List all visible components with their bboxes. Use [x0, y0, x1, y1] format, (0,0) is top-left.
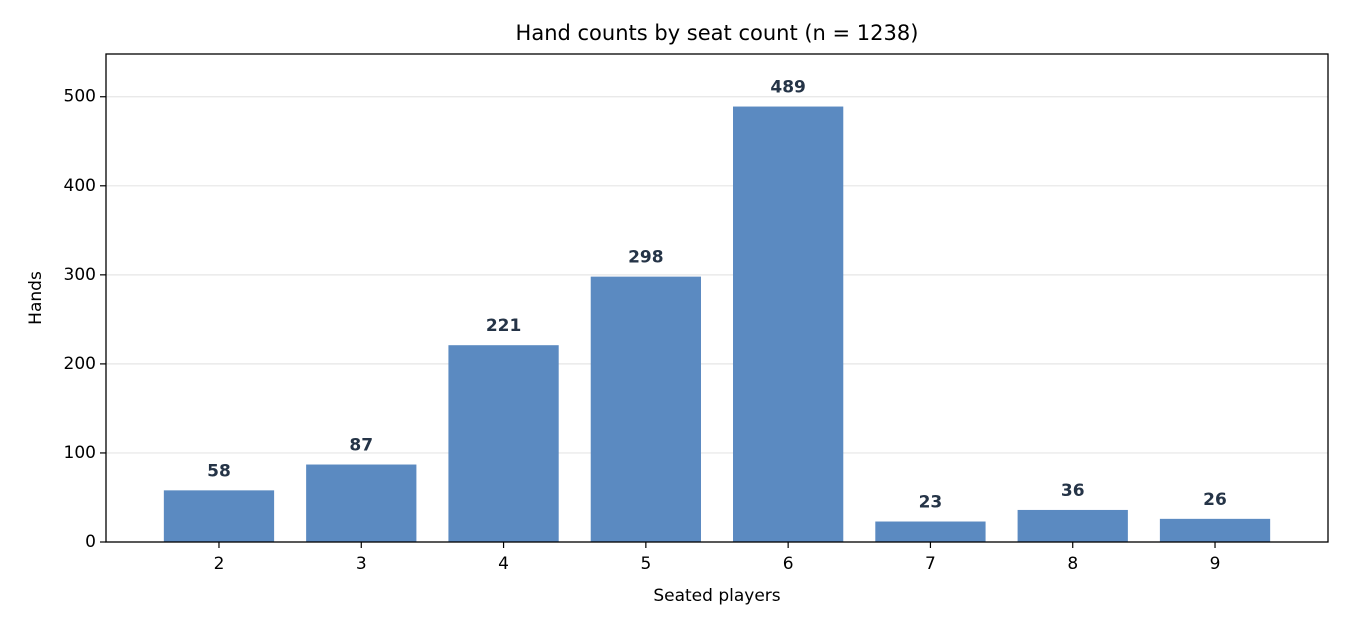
x-tick-label: 8 [1067, 554, 1078, 574]
x-tick-label: 5 [640, 554, 651, 574]
y-tick-label: 500 [64, 87, 96, 107]
plot-frame [105, 53, 1329, 543]
x-tick-label: 3 [356, 554, 367, 574]
value-label: 489 [770, 78, 806, 98]
x-tick-label: 4 [498, 554, 509, 574]
chart-title: Hand counts by seat count (n = 1238) [516, 21, 919, 45]
x-axis-label: Seated players [653, 586, 780, 606]
value-label: 298 [628, 248, 664, 268]
value-label: 221 [486, 316, 522, 336]
bar [875, 521, 986, 542]
x-tick-label: 7 [925, 554, 936, 574]
bar [1017, 509, 1128, 542]
bar [1159, 518, 1271, 542]
bar [163, 490, 275, 542]
y-tick-label: 100 [64, 443, 96, 463]
x-tick-label: 9 [1210, 554, 1221, 574]
y-tick-label: 200 [64, 354, 96, 374]
y-axis-label: Hands [26, 271, 46, 325]
value-label: 58 [207, 461, 231, 481]
y-tick-label: 400 [64, 176, 96, 196]
bar [590, 276, 701, 542]
bar [733, 106, 844, 542]
bar [448, 345, 559, 542]
value-label: 23 [919, 493, 943, 513]
y-tick-label: 300 [64, 265, 96, 285]
y-tick-label: 0 [85, 532, 96, 552]
value-label: 26 [1203, 490, 1227, 510]
bar [306, 464, 417, 542]
x-tick-label: 6 [783, 554, 794, 574]
value-label: 36 [1061, 481, 1085, 501]
value-label: 87 [349, 436, 373, 456]
x-tick-label: 2 [214, 554, 225, 574]
